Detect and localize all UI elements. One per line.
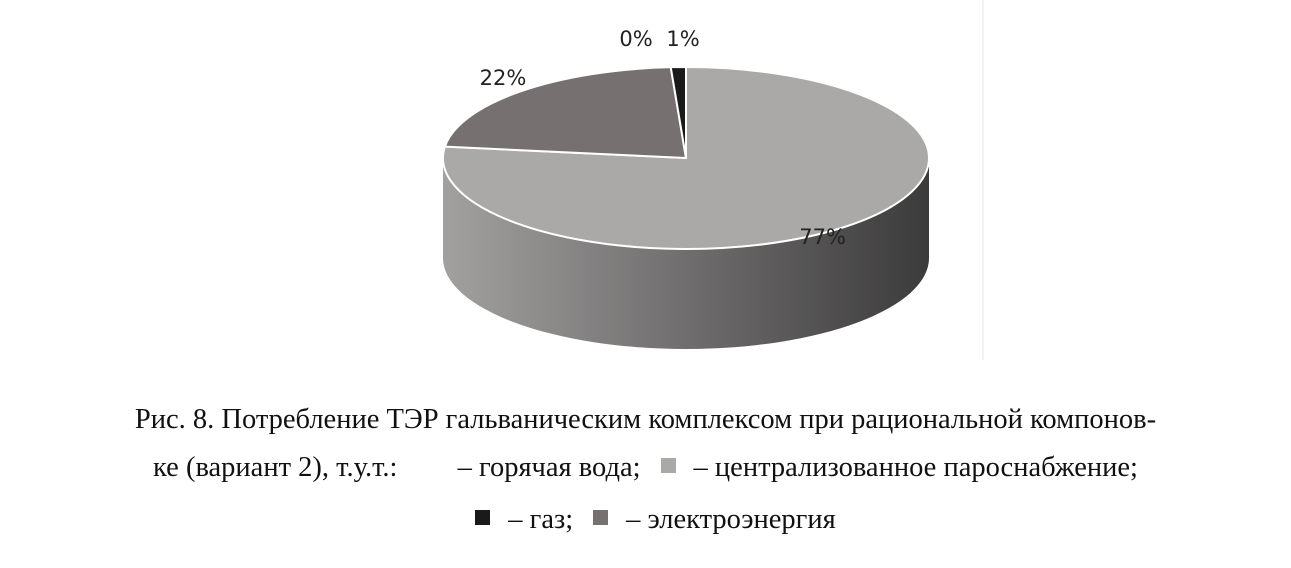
- legend-item: – централизованное пароснабжение;: [641, 452, 1138, 483]
- legend-marker: [424, 458, 440, 473]
- data-label: 1%: [666, 27, 699, 51]
- data-label: 22%: [480, 66, 527, 90]
- slice: [669, 65, 687, 159]
- slice: [443, 66, 688, 160]
- legend-marker: [593, 510, 609, 525]
- legend-item: – газ;: [455, 504, 573, 535]
- legend-label: – централизованное пароснабжение;: [693, 452, 1138, 483]
- caption-line: ке (вариант 2), т.у.т.:: [153, 452, 398, 483]
- legend-label: – электроэнергия: [626, 504, 836, 535]
- side-shade: [443, 158, 929, 349]
- legend-item: – горячая вода;: [405, 452, 641, 483]
- legend-item: – электроэнергия: [573, 504, 836, 535]
- caption-line: ке (вариант 2), т.у.т.: – горячая вода; –…: [0, 452, 1291, 484]
- data-label: 0%: [619, 27, 652, 51]
- legend-label: – газ;: [508, 504, 574, 535]
- data-label: 77%: [799, 225, 846, 249]
- legend-label: – горячая вода;: [457, 452, 641, 483]
- legend-marker: [660, 458, 676, 473]
- chart: 77% 22% 0% 1%: [442, 0, 984, 360]
- caption-line: Рис. 8. Потребление ТЭР гальваническим к…: [134, 404, 1157, 435]
- legend-marker: [475, 510, 491, 525]
- legend-line: – газ; – электроэнергия: [0, 504, 1291, 536]
